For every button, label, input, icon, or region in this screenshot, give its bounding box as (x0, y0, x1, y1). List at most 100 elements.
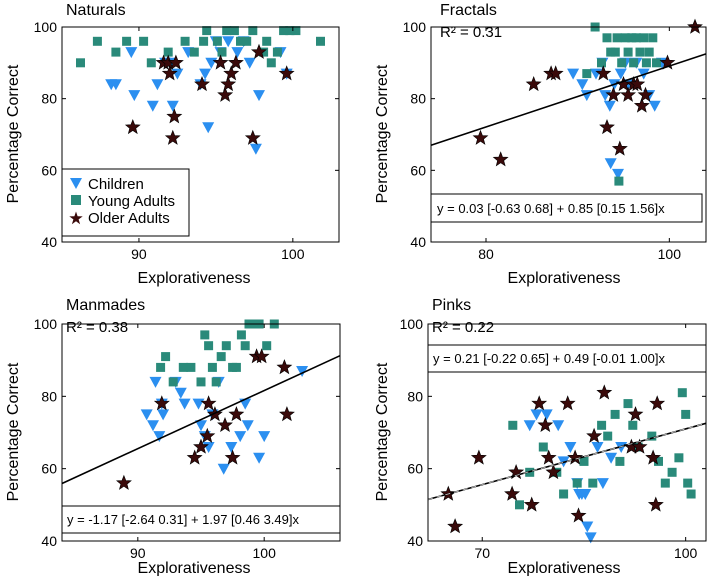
marker-older-adults (567, 449, 584, 465)
ylabel-fractals: Percentage Correct (374, 64, 391, 203)
r2-manmades: R² = 0.38 (66, 319, 128, 336)
marker-children (530, 409, 543, 421)
marker-older-adults (605, 86, 622, 102)
marker-young-adults (200, 330, 210, 340)
xtick-label-naturals: 100 (281, 246, 305, 262)
marker-children (225, 442, 238, 453)
marker-young-adults (614, 176, 624, 186)
ytick-label-naturals: 40 (41, 234, 57, 250)
marker-young-adults (216, 352, 226, 362)
marker-older-adults (220, 75, 237, 92)
marker-older-adults (212, 54, 229, 70)
marker-young-adults (683, 478, 693, 488)
marker-young-adults (285, 26, 295, 36)
marker-older-adults (687, 18, 703, 34)
r2-pinks: R² = 0.22 (432, 319, 494, 336)
marker-young-adults (178, 362, 188, 372)
marker-young-adults (122, 36, 132, 46)
marker-older-adults (200, 395, 217, 411)
marker-older-adults (199, 427, 216, 443)
equation-box-manmades (61, 505, 341, 534)
marker-older-adults (545, 463, 562, 480)
marker-children (140, 409, 153, 421)
marker-children (604, 158, 617, 170)
marker-young-adults (610, 409, 620, 419)
marker-older-adults (547, 65, 564, 81)
marker-older-adults (649, 395, 666, 411)
legend-marker-young-adults (71, 195, 81, 205)
marker-children (234, 431, 247, 443)
ylabel-pinks: Percentage Correct (374, 362, 391, 501)
marker-children (564, 442, 577, 453)
marker-young-adults (623, 47, 633, 57)
marker-young-adults (266, 58, 276, 68)
ytick-label-manmades: 100 (34, 316, 58, 332)
marker-children (109, 79, 122, 91)
marker-children (648, 100, 661, 112)
marker-children (523, 420, 536, 432)
marker-young-adults (272, 47, 282, 57)
marker-young-adults (189, 47, 199, 57)
equation-box-pinks (427, 344, 707, 373)
xtick-label-fractals: 100 (658, 246, 682, 262)
marker-children (605, 452, 618, 464)
marker-older-adults (166, 108, 183, 124)
marker-young-adults (639, 33, 649, 43)
marker-older-adults (540, 449, 557, 465)
ytick-label-pinks: 80 (407, 388, 423, 404)
ytick-label-manmades: 80 (41, 388, 57, 404)
marker-older-adults (595, 65, 612, 81)
marker-older-adults (472, 129, 489, 145)
marker-older-adults (223, 65, 240, 81)
marker-children (217, 463, 230, 475)
ytick-label-naturals: 100 (34, 19, 58, 35)
marker-children (253, 452, 266, 464)
marker-older-adults (633, 97, 650, 113)
xlabel-fractals: Explorativeness (508, 270, 621, 287)
marker-children (584, 532, 597, 544)
marker-young-adults (229, 26, 239, 36)
ytick-label-naturals: 60 (41, 162, 57, 178)
panel-title-naturals: Naturals (66, 2, 126, 19)
plot-frame-pinks (427, 323, 707, 542)
marker-young-adults (291, 26, 301, 36)
marker-young-adults (610, 47, 620, 57)
marker-children (157, 409, 170, 421)
marker-young-adults (674, 453, 684, 463)
marker-young-adults (161, 352, 171, 362)
marker-older-adults (228, 406, 245, 422)
marker-young-adults (686, 489, 696, 499)
plot-frame-fractals (430, 26, 707, 243)
panel-title-manmades: Manmades (66, 297, 145, 314)
marker-older-adults (531, 395, 548, 411)
marker-older-adults (629, 75, 646, 92)
xtick-label-pinks: 100 (674, 545, 698, 561)
marker-young-adults (602, 33, 612, 43)
marker-young-adults (202, 26, 212, 36)
marker-older-adults (153, 395, 170, 411)
marker-older-adults (217, 416, 233, 432)
legend-label-children: Children (88, 176, 144, 193)
marker-older-adults (611, 140, 628, 156)
marker-young-adults (628, 420, 638, 430)
marker-older-adults (447, 518, 464, 534)
panel-fractals: Fractals R² = 0.31 Percentage Correct Ex… (374, 2, 703, 287)
marker-young-adults (652, 58, 661, 68)
plot-frame-manmades (61, 323, 341, 542)
marker-young-adults (515, 500, 524, 510)
marker-older-adults (596, 384, 613, 400)
marker-older-adults (525, 75, 542, 92)
plot-naturals: 40 60 80 100 90 100 (34, 19, 340, 262)
marker-young-adults (615, 456, 625, 466)
marker-older-adults (167, 54, 184, 70)
marker-older-adults (599, 118, 615, 135)
marker-children (581, 521, 594, 533)
marker-young-adults (262, 36, 272, 46)
marker-young-adults (606, 47, 616, 57)
marker-young-adults (648, 33, 658, 43)
marker-children (222, 36, 235, 48)
marker-children (614, 68, 627, 80)
marker-older-adults (645, 449, 661, 465)
marker-children (612, 168, 624, 180)
marker-children (174, 387, 187, 399)
